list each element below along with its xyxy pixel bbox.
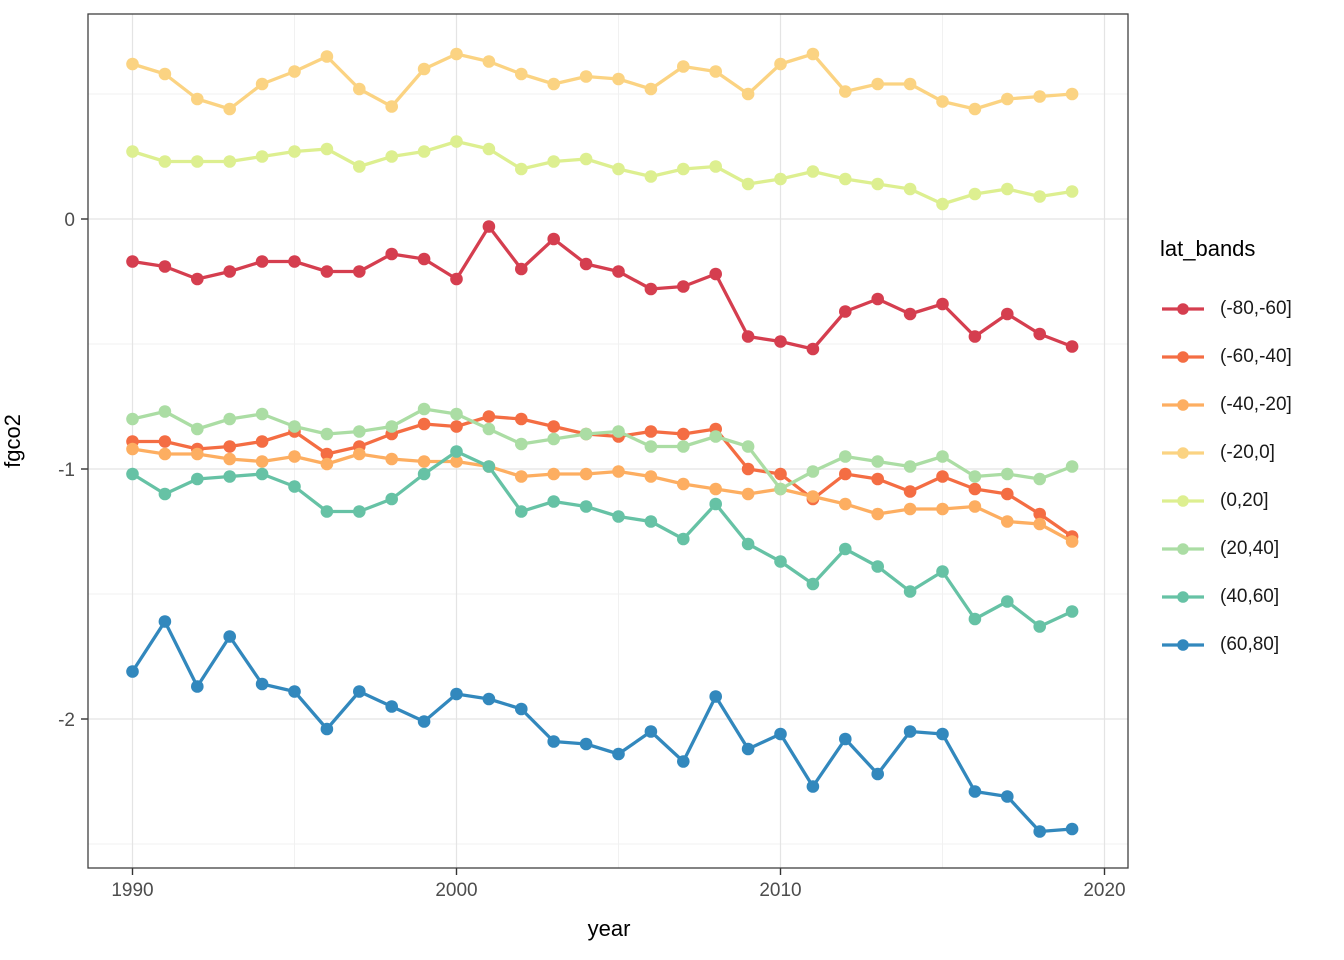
legend-key-line-dot-icon [1160,441,1206,465]
legend-key-line-dot-icon [1160,537,1206,561]
x-axis-title: year [588,916,631,941]
svg-text:2000: 2000 [435,880,477,901]
legend-title: lat_bands [1160,236,1256,261]
legend-item-label: (60,80] [1220,634,1280,655]
legend-item: (-20,0] [1160,441,1344,465]
svg-text:2020: 2020 [1083,880,1125,901]
svg-text:0: 0 [64,210,75,231]
legend-item: (20,40] [1160,537,1344,561]
legend-key-line-dot-icon [1160,585,1206,609]
legend-key-line-dot-icon [1160,393,1206,417]
svg-text:-2: -2 [58,710,75,731]
svg-text:-1: -1 [58,460,75,481]
plot-panel: 1990 2000 2010 2020 0 -1 -2 [58,13,1129,901]
legend-item-label: (0,20] [1220,490,1269,511]
svg-text:1990: 1990 [111,880,153,901]
legend-item-label: (-60,-40] [1220,346,1292,367]
legend-key-line-dot-icon [1160,489,1206,513]
legend-item-label: (-20,0] [1220,442,1275,463]
svg-text:2010: 2010 [759,880,801,901]
legend-item: (-60,-40] [1160,345,1344,369]
y-axis-title: fgco2 [0,414,25,468]
legend-key-line-dot-icon [1160,633,1206,657]
legend-item: (60,80] [1160,633,1344,657]
legend: lat_bands (-80,-60] (-60,-40] (-40,-20] … [1160,236,1344,681]
legend-item: (0,20] [1160,489,1344,513]
legend-item: (-80,-60] [1160,297,1344,321]
legend-key-line-dot-icon [1160,345,1206,369]
legend-item-label: (-80,-60] [1220,298,1292,319]
legend-item-label: (40,60] [1220,586,1280,607]
legend-item-label: (20,40] [1220,538,1280,559]
legend-item: (40,60] [1160,585,1344,609]
legend-item: (-40,-20] [1160,393,1344,417]
legend-item-label: (-40,-20] [1220,394,1292,415]
legend-key-line-dot-icon [1160,297,1206,321]
